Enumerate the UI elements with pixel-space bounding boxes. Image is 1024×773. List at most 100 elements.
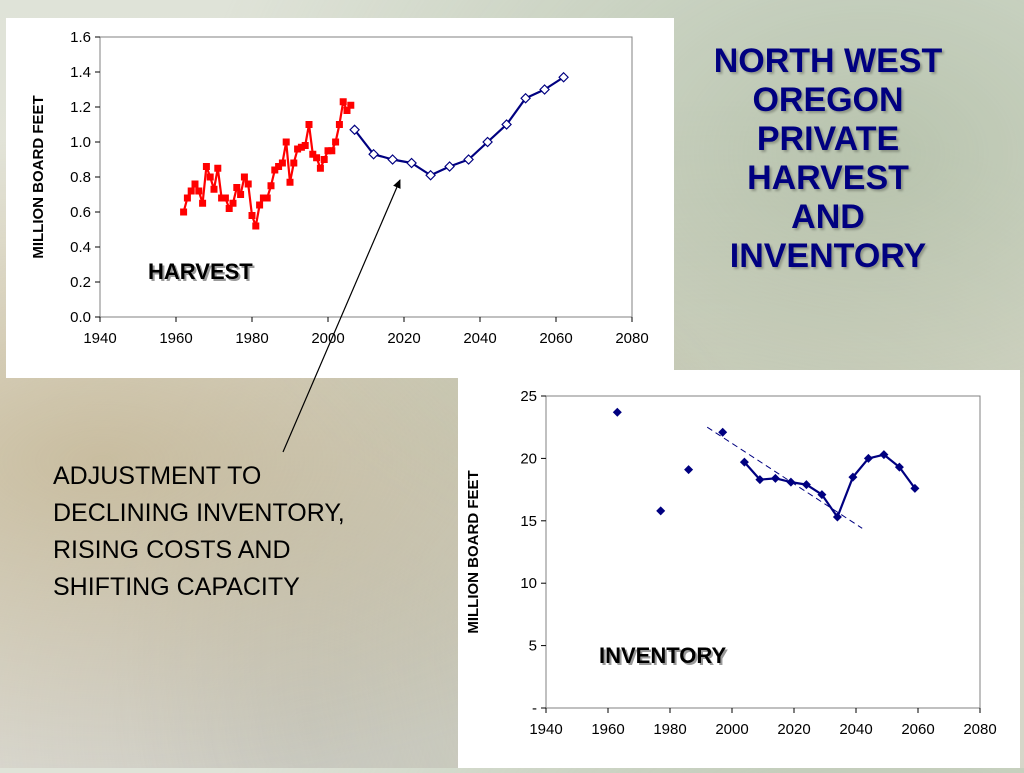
y-tick-label: 1.2	[70, 99, 91, 116]
y-tick-label: 5	[529, 638, 537, 655]
x-tick-label: 1980	[235, 330, 268, 347]
note-line: DECLINING INVENTORY,	[53, 499, 345, 527]
data-point	[328, 147, 336, 155]
chart-label: HARVEST	[148, 259, 253, 284]
data-point	[282, 138, 290, 146]
data-point	[894, 462, 904, 472]
slide-title-line: HARVEST	[747, 159, 909, 197]
x-tick-label: 2000	[715, 721, 748, 738]
data-point	[244, 180, 252, 188]
data-point	[739, 457, 749, 467]
data-point	[297, 143, 305, 151]
x-tick-label: 2040	[463, 330, 496, 347]
data-point	[305, 121, 313, 128]
data-point	[425, 169, 436, 181]
data-point	[259, 194, 267, 202]
data-point	[210, 185, 218, 193]
data-point	[863, 453, 873, 463]
y-tick-label: -	[532, 700, 537, 717]
data-point	[290, 159, 298, 167]
data-point	[183, 194, 191, 202]
data-point	[191, 180, 199, 188]
data-point	[252, 222, 260, 230]
chart-label-shadow: HARVEST	[150, 261, 255, 286]
data-point	[309, 150, 317, 158]
slide-title-line: OREGON	[752, 81, 904, 119]
arrow-line	[282, 179, 401, 453]
y-tick-label: 1.0	[70, 134, 91, 151]
data-point	[301, 142, 309, 149]
data-point	[316, 164, 324, 172]
data-point	[278, 159, 286, 167]
y-axis-label: MILLION BOARD FEET	[465, 470, 482, 633]
data-point	[656, 506, 666, 516]
data-point	[267, 182, 275, 190]
slide-title-line: PRIVATE	[756, 120, 900, 158]
data-point	[199, 199, 207, 207]
data-point	[237, 191, 245, 198]
data-point	[221, 194, 229, 202]
data-point	[263, 194, 271, 202]
y-axis-label: MILLION BOARD FEET	[30, 95, 47, 258]
data-point	[195, 187, 203, 195]
data-point	[347, 101, 355, 109]
data-point	[320, 156, 328, 163]
data-point	[218, 194, 226, 202]
data-point	[202, 163, 210, 170]
data-point	[612, 407, 622, 417]
slide-title-line: AND	[791, 198, 865, 236]
note-line: ADJUSTMENT TO	[53, 462, 262, 490]
slide-title: NORTH WEST OREGON PRIVATE HARVEST AND IN…	[678, 42, 978, 276]
slide-title-line: INVENTORY	[729, 237, 927, 275]
x-tick-label: 2080	[963, 721, 996, 738]
x-tick-label: 2060	[539, 330, 572, 347]
data-point	[324, 147, 332, 155]
data-point	[910, 483, 920, 493]
trendline	[706, 426, 863, 529]
data-point	[180, 208, 188, 216]
harvest-chart: 0.0 0.2 0.4 0.6 0.8 1.0 1.2 1.4 1.6 1940 1960 1980 2…	[30, 29, 649, 347]
data-point	[256, 201, 264, 209]
data-point	[755, 475, 765, 485]
y-tick-label: 0.6	[70, 204, 91, 221]
x-tick-label: 1940	[83, 330, 116, 347]
data-point	[214, 164, 222, 172]
plot-area	[545, 395, 981, 709]
data-point	[229, 199, 237, 207]
data-point	[187, 187, 195, 195]
data-point	[275, 163, 283, 170]
data-point	[240, 173, 248, 181]
y-tick-label: 10	[520, 575, 537, 592]
x-tick-label: 1980	[653, 721, 686, 738]
x-tick-label: 2060	[901, 721, 934, 738]
inventory-chart: - 5 10 15 20 25 1940 1960 1980 2000 2020 2040 2060 20…	[465, 388, 997, 738]
y-tick-label: 25	[520, 388, 537, 405]
x-tick-label: 1960	[159, 330, 192, 347]
data-point	[335, 121, 343, 128]
data-point	[463, 154, 474, 165]
data-point	[444, 161, 455, 172]
data-point	[520, 92, 531, 104]
data-point	[832, 512, 842, 522]
data-point	[368, 148, 379, 160]
data-point	[286, 178, 294, 186]
y-tick-label: 0.8	[70, 169, 91, 186]
y-tick-label: 20	[520, 450, 537, 467]
y-tick-label: 0.0	[70, 309, 91, 326]
data-point	[206, 173, 214, 181]
data-point	[879, 450, 889, 460]
y-tick-label: 15	[520, 513, 537, 530]
data-point	[225, 205, 233, 212]
data-point	[294, 145, 302, 153]
note-line: SHIFTING CAPACITY	[53, 573, 300, 601]
x-tick-label: 2040	[839, 721, 872, 738]
x-tick-label: 1940	[529, 721, 562, 738]
data-point	[313, 154, 321, 162]
data-point	[233, 184, 241, 191]
data-point	[248, 212, 256, 219]
data-point	[539, 84, 550, 95]
y-tick-label: 1.4	[70, 64, 91, 81]
inventory-chart-panel: - 5 10 15 20 25 1940 1960 1980 2000 2020 2040 2060 20…	[458, 370, 1020, 768]
data-point	[770, 473, 780, 483]
